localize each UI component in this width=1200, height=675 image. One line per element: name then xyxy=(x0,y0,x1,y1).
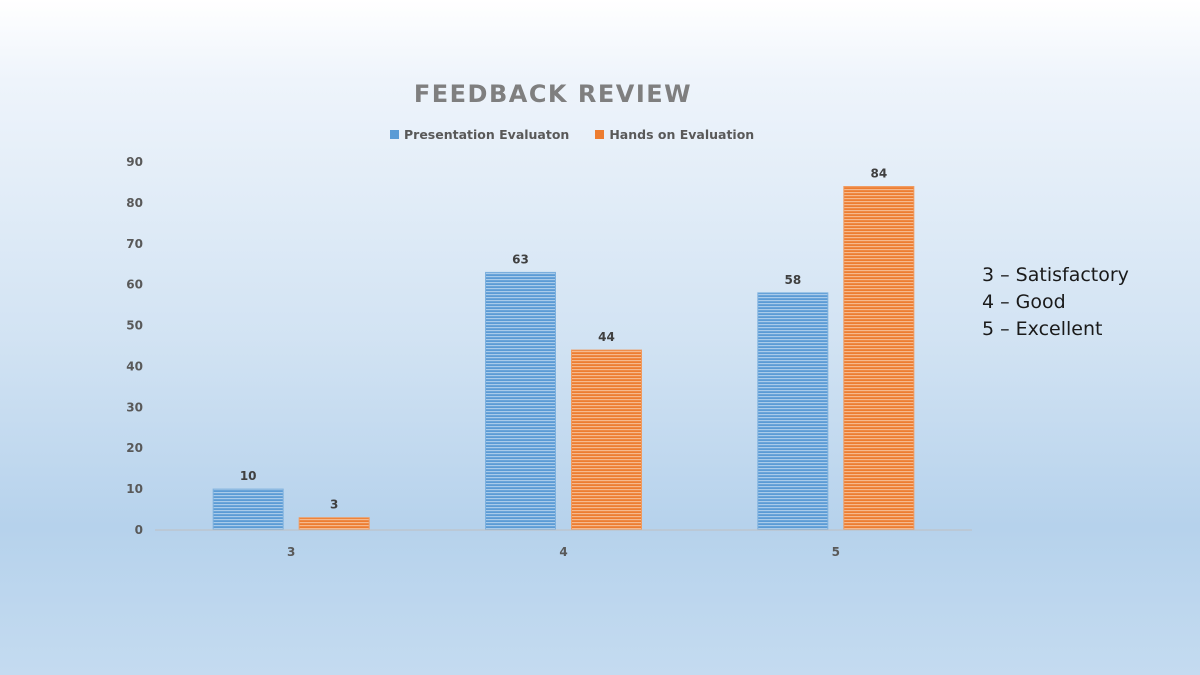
y-axis-ticks: 0 10 20 30 40 50 60 70 80 90 xyxy=(126,155,143,537)
y-tick-label: 20 xyxy=(126,441,143,455)
y-tick-label: 10 xyxy=(126,482,143,496)
data-labels: 10 3 63 44 58 84 xyxy=(240,167,887,512)
bar-presentation-5 xyxy=(757,292,829,531)
legend-swatch-hands-on xyxy=(595,130,605,139)
legend-item-presentation: Presentation Evaluaton xyxy=(390,127,569,142)
bar-presentation-3 xyxy=(212,488,284,531)
y-tick-label: 30 xyxy=(126,400,143,414)
data-label-hands-on-5: 84 xyxy=(870,167,887,181)
y-tick-label: 0 xyxy=(135,523,143,537)
bar-hands-on-3 xyxy=(298,517,370,531)
legend-label-presentation: Presentation Evaluaton xyxy=(404,127,570,142)
data-label-presentation-4: 63 xyxy=(512,252,529,266)
y-tick-label: 60 xyxy=(126,278,143,292)
x-axis-ticks: 3 4 5 xyxy=(287,545,840,559)
data-label-hands-on-3: 3 xyxy=(330,498,338,512)
rating-scale-key: 3 – Satisfactory 4 – Good 5 – Excellent xyxy=(982,262,1129,343)
legend-item-hands-on: Hands on Evaluation xyxy=(595,127,754,142)
chart-title: FEEDBACK REVIEW xyxy=(413,80,693,108)
y-tick-label: 70 xyxy=(126,237,143,251)
data-label-presentation-5: 58 xyxy=(784,273,801,287)
chart-legend: Presentation Evaluaton Hands on Evaluati… xyxy=(390,127,754,142)
scale-key-line-5: 5 – Excellent xyxy=(982,318,1103,340)
y-tick-label: 40 xyxy=(126,359,143,373)
data-label-presentation-3: 10 xyxy=(240,469,257,483)
bar-presentation-4 xyxy=(485,271,556,531)
scale-key-line-3: 3 – Satisfactory xyxy=(982,264,1129,286)
y-tick-label: 80 xyxy=(126,196,143,210)
bar-hands-on-4 xyxy=(571,349,642,531)
data-label-hands-on-4: 44 xyxy=(598,330,615,344)
scale-key-line-4: 4 – Good xyxy=(982,291,1066,313)
x-tick-label: 3 xyxy=(287,545,295,559)
y-tick-label: 90 xyxy=(126,155,143,169)
x-tick-label: 5 xyxy=(832,545,840,559)
legend-swatch-presentation xyxy=(390,130,399,139)
x-tick-label: 4 xyxy=(559,545,567,559)
y-tick-label: 50 xyxy=(126,319,143,333)
bars xyxy=(212,186,915,531)
bar-hands-on-5 xyxy=(843,186,915,531)
legend-label-hands-on: Hands on Evaluation xyxy=(609,127,755,142)
